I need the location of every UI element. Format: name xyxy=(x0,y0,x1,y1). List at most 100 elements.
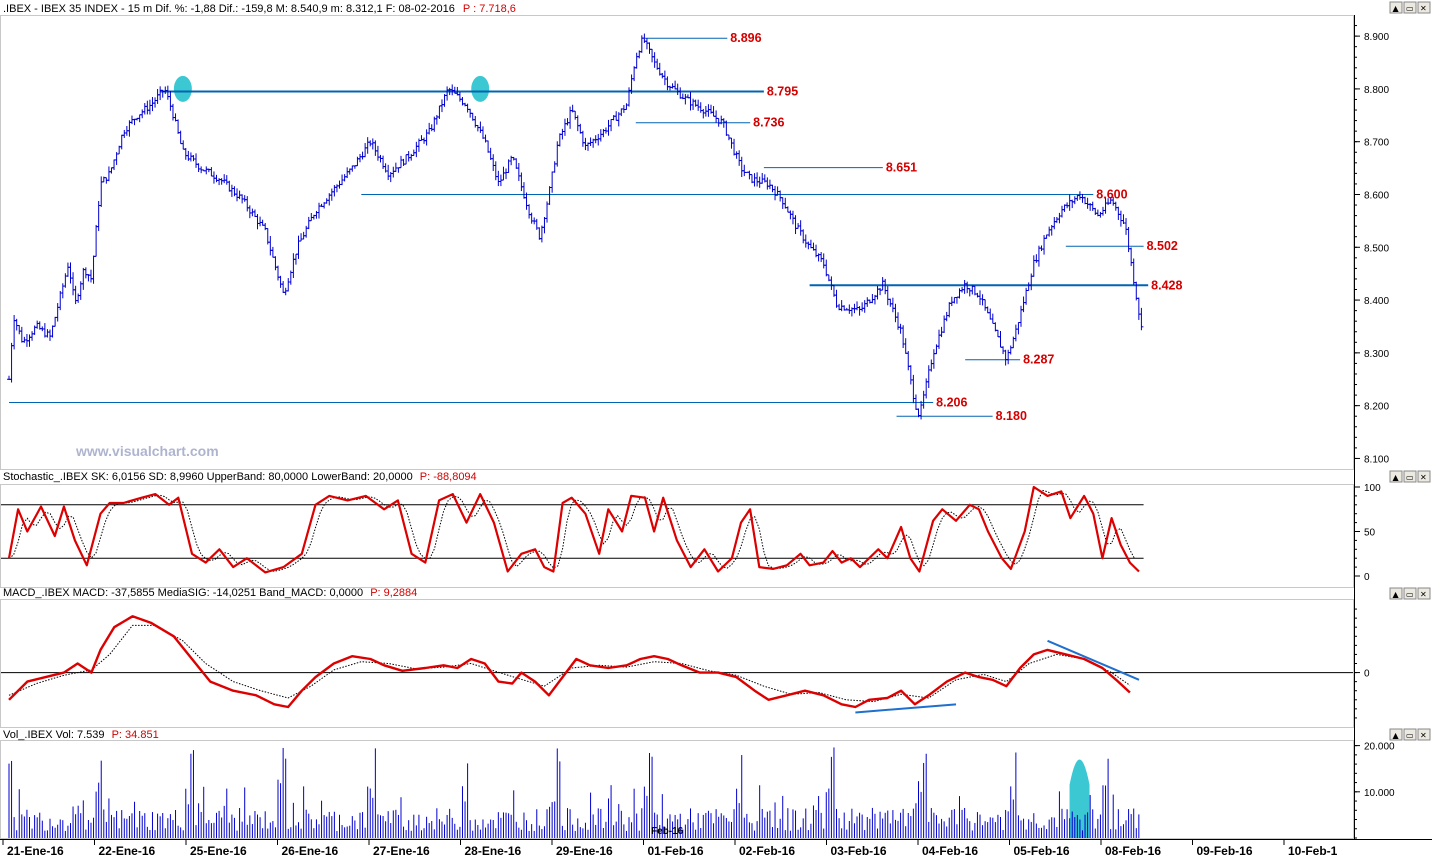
main-header: .IBEX - IBEX 35 INDEX - 15 m Dif. %: -1,… xyxy=(3,3,516,15)
x-axis-label-2: 25-Ene-16 xyxy=(190,844,247,857)
volume-maximize-icon: ▲ xyxy=(1393,731,1400,740)
volume-close-button[interactable] xyxy=(1417,728,1431,741)
price-axis-8.500: 8.500 xyxy=(1364,243,1389,254)
stochastic-layer xyxy=(1,485,1144,574)
volume-header: Vol_.IBEX Vol: 7.539 P: 34.851 xyxy=(3,729,159,741)
restore-button[interactable] xyxy=(1403,1,1417,14)
level-label-8.180: 8.180 xyxy=(996,409,1027,423)
price-axis-8.200: 8.200 xyxy=(1364,402,1389,413)
x-axis-label-4: 27-Ene-16 xyxy=(373,844,430,857)
macd-header-text: MACD_.IBEX MACD: -37,5855 MediaSIG: -14,… xyxy=(3,587,363,599)
price-axis-8.900: 8.900 xyxy=(1364,32,1389,43)
price-series-layer xyxy=(7,33,1144,420)
volume-header-price: P: 34.851 xyxy=(112,729,159,741)
close-icon: ✕ xyxy=(1420,4,1427,13)
stochastic-close-icon: ✕ xyxy=(1420,473,1427,482)
volume-maximize-button[interactable] xyxy=(1389,728,1403,741)
level-label-8.502: 8.502 xyxy=(1147,239,1178,253)
price-axis-8.600: 8.600 xyxy=(1364,190,1389,201)
restore-icon: ▭ xyxy=(1406,4,1414,13)
main-header-price: P : 7.718,6 xyxy=(463,3,516,15)
macd-header: MACD_.IBEX MACD: -37,5855 MediaSIG: -14,… xyxy=(3,587,417,599)
x-axis-label-8: 02-Feb-16 xyxy=(739,844,795,857)
highlight-layer xyxy=(173,75,490,102)
x-axis-label-9: 03-Feb-16 xyxy=(831,844,887,857)
x-axis-label-6: 29-Ene-16 xyxy=(556,844,613,857)
x-axis-label-12: 08-Feb-16 xyxy=(1105,844,1161,857)
x-axis-label-0: 21-Ene-16 xyxy=(7,844,64,857)
macd-restore-button[interactable] xyxy=(1403,587,1417,600)
volume-close-icon: ✕ xyxy=(1420,731,1427,740)
volume-axis-10.000: 10.000 xyxy=(1364,788,1395,799)
stochastic-close-button[interactable] xyxy=(1417,470,1431,483)
highlight-marker-1 xyxy=(471,75,490,102)
level-label-8.600: 8.600 xyxy=(1096,187,1127,201)
stochastic-header-text: Stochastic_.IBEX SK: 6,0156 SD: 8,9960 U… xyxy=(3,471,413,483)
stochastic-restore-button[interactable] xyxy=(1403,470,1417,483)
volume-restore-button[interactable] xyxy=(1403,728,1417,741)
x-axis-label-7: 01-Feb-16 xyxy=(648,844,704,857)
volume-panel-frame xyxy=(0,740,1354,839)
level-label-8.428: 8.428 xyxy=(1151,278,1182,292)
level-label-8.736: 8.736 xyxy=(753,116,784,130)
x-axis-label-13: 09-Feb-16 xyxy=(1197,844,1253,857)
level-label-8.896: 8.896 xyxy=(730,31,761,45)
price-axis-8.700: 8.700 xyxy=(1364,138,1389,149)
price-axis-8.400: 8.400 xyxy=(1364,296,1389,307)
macd-panel-controls: ▲ ▭ ✕ xyxy=(1389,587,1431,600)
macd-maximize-icon: ▲ xyxy=(1393,590,1400,599)
stochastic-axis-0: 0 xyxy=(1364,572,1370,583)
x-axis-month-label: Feb-16 xyxy=(651,826,684,837)
macd-restore-icon: ▭ xyxy=(1406,590,1414,599)
stochastic-maximize-icon: ▲ xyxy=(1393,473,1400,482)
x-axis-label-1: 22-Ene-16 xyxy=(99,844,156,857)
x-axis-label-14: 10-Feb-1 xyxy=(1288,844,1338,857)
stochastic-maximize-button[interactable] xyxy=(1389,470,1403,483)
stochastic-sd-line xyxy=(8,489,1135,572)
volume-restore-icon: ▭ xyxy=(1406,731,1414,740)
level-lines-layer xyxy=(9,37,1149,417)
price-panel-controls: ▲ ▭ ✕ xyxy=(1389,1,1431,14)
level-labels-layer: 8.896 8.795 8.736 8.651 8.600 8.502 8.428 8.287… xyxy=(730,31,1182,423)
stochastic-sk-line xyxy=(7,485,1140,574)
stochastic-axis-100: 100 xyxy=(1364,483,1381,494)
price-panel-frame xyxy=(0,15,1354,470)
macd-signal-line xyxy=(8,624,1131,703)
x-axis-label-5: 28-Ene-16 xyxy=(465,844,522,857)
stochastic-header-price: P: -88,8094 xyxy=(420,471,477,483)
macd-line xyxy=(8,615,1131,709)
price-axis-8.800: 8.800 xyxy=(1364,85,1389,96)
price-axis-8.100: 8.100 xyxy=(1364,454,1389,465)
watermark: www.visualchart.com xyxy=(75,443,219,459)
price-axis-8.300: 8.300 xyxy=(1364,349,1389,360)
level-label-8.651: 8.651 xyxy=(886,161,917,175)
maximize-button[interactable] xyxy=(1389,1,1403,14)
stochastic-header: Stochastic_.IBEX SK: 6,0156 SD: 8,9960 U… xyxy=(3,471,477,483)
close-button[interactable] xyxy=(1417,1,1431,14)
x-axis-label-10: 04-Feb-16 xyxy=(922,844,978,857)
stochastic-panel-controls: ▲ ▭ ✕ xyxy=(1389,470,1431,483)
volume-layer xyxy=(8,747,1140,838)
main-header-text: .IBEX - IBEX 35 INDEX - 15 m Dif. %: -1,… xyxy=(3,3,455,15)
macd-axis-0: 0 xyxy=(1364,669,1370,680)
macd-layer xyxy=(1,615,1353,714)
macd-trendline-1 xyxy=(1047,639,1140,681)
stochastic-restore-icon: ▭ xyxy=(1406,473,1414,482)
macd-header-price: P: 9,2884 xyxy=(370,587,417,599)
highlight-marker-0 xyxy=(173,75,192,102)
macd-trendline-0 xyxy=(855,703,957,714)
x-axis-label-11: 05-Feb-16 xyxy=(1014,844,1070,857)
macd-maximize-button[interactable] xyxy=(1389,587,1403,600)
maximize-icon: ▲ xyxy=(1393,4,1400,13)
macd-close-icon: ✕ xyxy=(1420,590,1427,599)
level-label-8.287: 8.287 xyxy=(1023,353,1054,367)
volume-axis-20.000: 20.000 xyxy=(1364,742,1395,753)
macd-panel-frame xyxy=(0,599,1354,728)
level-label-8.795: 8.795 xyxy=(767,85,798,99)
macd-close-button[interactable] xyxy=(1417,587,1431,600)
volume-panel-controls: ▲ ▭ ✕ xyxy=(1389,728,1431,741)
level-label-8.206: 8.206 xyxy=(936,395,967,409)
axes-layer: 8.900 8.800 8.700 8.600 8.500 8.400 8.300 8.200… xyxy=(1354,25,1395,839)
x-axis-label-3: 26-Ene-16 xyxy=(282,844,339,857)
